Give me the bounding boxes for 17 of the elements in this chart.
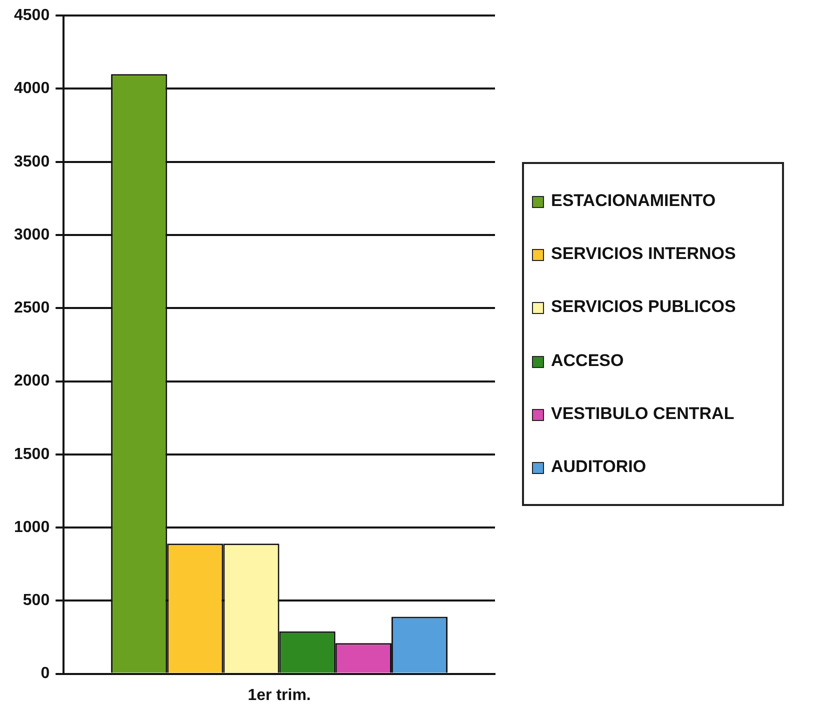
x-tick-label: 1er trim. [248, 686, 311, 704]
y-tick-label: 3500 [14, 153, 50, 170]
y-tick-label: 1500 [14, 446, 50, 463]
y-tick-label: 4500 [14, 7, 50, 24]
legend-label: SERVICIOS PUBLICOS [551, 297, 736, 318]
y-tick-label: 0 [40, 665, 50, 682]
y-tick-label: 4000 [14, 80, 50, 98]
legend-label: AUDITORIO [551, 457, 646, 478]
y-tick-label: 2500 [14, 300, 50, 317]
legend-label: ESTACIONAMIENTO [551, 190, 716, 211]
y-tick-label: 3000 [14, 226, 50, 244]
y-tick-label: 2000 [14, 372, 50, 390]
y-tick-label: 500 [22, 592, 50, 610]
legend-label: VESTIBULO CENTRAL [551, 404, 734, 424]
legend-label: SERVICIOS INTERNOS [551, 244, 736, 264]
legend-label: ACCESO [551, 350, 624, 371]
y-tick-label: 1000 [14, 518, 50, 536]
